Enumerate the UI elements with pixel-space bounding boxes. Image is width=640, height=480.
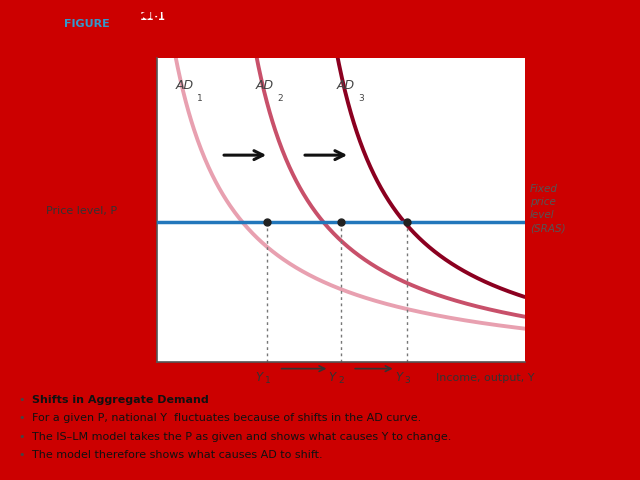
Text: 1: 1 <box>196 94 202 103</box>
Text: AD: AD <box>337 79 355 92</box>
Text: Y: Y <box>395 371 402 384</box>
Text: Income, output, Y: Income, output, Y <box>436 373 534 384</box>
Text: •: • <box>18 413 24 423</box>
Text: •: • <box>18 432 24 442</box>
Text: Fixed
price
level
(SRAS): Fixed price level (SRAS) <box>530 184 566 234</box>
Text: FIGURE: FIGURE <box>64 19 109 29</box>
Text: 1: 1 <box>265 376 270 385</box>
Text: Aggregate Demand I: Building the IS–LM Model: Aggregate Demand I: Building the IS–LM M… <box>12 6 402 21</box>
Text: Y: Y <box>328 371 335 384</box>
Text: Price level, P: Price level, P <box>46 206 117 216</box>
Text: The model therefore shows what causes AD to shift.: The model therefore shows what causes AD… <box>32 450 323 460</box>
Text: 2: 2 <box>339 376 344 385</box>
Text: 2: 2 <box>278 94 283 103</box>
Text: Shifts in Aggregate Demand: Shifts in Aggregate Demand <box>32 395 209 405</box>
Text: AD: AD <box>175 79 193 92</box>
Text: For a given P, national Y  fluctuates because of shifts in the AD curve.: For a given P, national Y fluctuates bec… <box>32 413 421 423</box>
Text: •: • <box>18 395 24 405</box>
Text: •: • <box>18 450 24 460</box>
Text: The IS–LM model takes the P as given and shows what causes Y to change.: The IS–LM model takes the P as given and… <box>32 432 451 442</box>
Text: Y: Y <box>255 371 262 384</box>
Text: 11-1: 11-1 <box>140 12 166 22</box>
Text: 3: 3 <box>358 94 364 103</box>
Text: 3: 3 <box>404 376 410 385</box>
Text: AD: AD <box>256 79 275 92</box>
